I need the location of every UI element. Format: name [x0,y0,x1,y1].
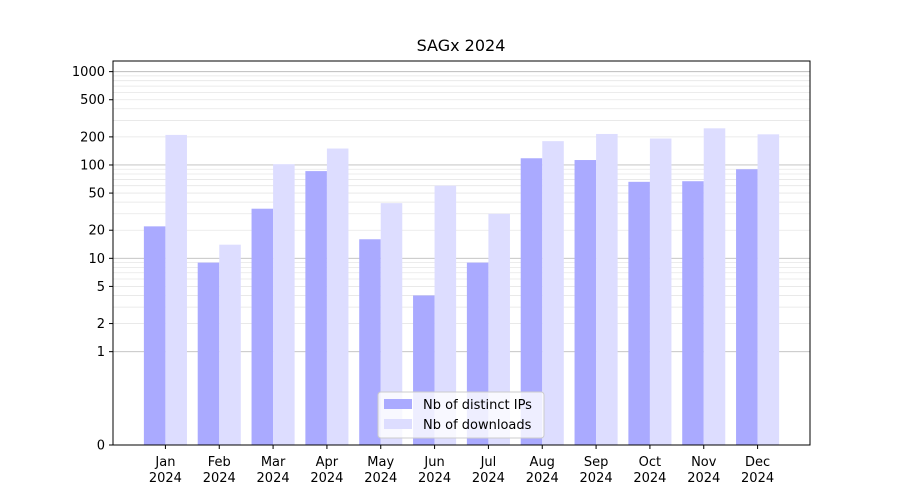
x-tick-label: Jan 2024 [149,455,182,486]
bar-distinct-ips [197,262,220,445]
y-tick-label: 50 [88,187,105,202]
legend: Nb of distinct IPs Nb of downloads [377,391,545,439]
bar-downloads [273,164,295,445]
legend-box [377,391,545,439]
plot-frame [112,60,811,446]
x-axis: Jan 2024 Feb 2024 Mar 2024 Apr 2024 May 2024 Jun 20… [149,445,774,486]
bar-distinct-ips [359,239,381,445]
x-tick-label: Mar 2024 [257,455,290,486]
bar-downloads [542,141,564,445]
x-tick-label: Feb 2024 [203,455,236,486]
legend-label: Nb of downloads [423,418,532,433]
y-tick-label: 0 [97,439,105,454]
bar-downloads [703,128,726,445]
legend-label: Nb of distinct IPs [423,398,532,413]
y-tick-label: 2 [97,317,105,332]
x-tick-label: Apr 2024 [310,455,343,486]
bar-downloads [488,213,510,445]
bar-distinct-ips [574,160,597,446]
y-tick-label: 20 [88,224,105,239]
legend-swatch [384,399,412,409]
y-tick-label: 500 [80,93,105,108]
bar-downloads [434,185,457,445]
x-tick-label: Sep 2024 [580,455,613,486]
y-tick-label: 10 [88,252,105,267]
bar-distinct-ips [305,171,327,445]
x-tick-label: Dec 2024 [741,455,774,486]
bar-downloads [757,134,780,445]
x-tick-label: Jun 2024 [418,455,451,486]
y-tick-label: 200 [80,130,105,145]
y-tick-label: 100 [80,158,105,173]
legend-swatch [384,419,412,429]
bar-distinct-ips [143,226,166,445]
x-tick-label: May 2024 [364,455,397,486]
chart-title: SAGx 2024 [417,36,506,55]
x-tick-label: Jul 2024 [472,455,505,486]
x-tick-label: Aug 2024 [526,455,559,486]
bar-distinct-ips [251,208,274,445]
x-tick-label: Nov 2024 [687,455,720,486]
y-tick-label: 1 [97,345,105,360]
bar-downloads [596,133,618,445]
bar-downloads [380,203,403,445]
bar-distinct-ips [682,181,704,446]
bar-downloads [165,134,187,445]
y-axis: 0 1 2 5 10 20 50 100 200 500 1000 [72,65,113,454]
y-tick-label: 1000 [72,65,105,80]
y-tick-label: 5 [97,280,105,295]
bar-distinct-ips [736,169,758,446]
x-tick-label: Oct 2024 [633,455,666,486]
bar-distinct-ips [628,181,650,445]
bar-downloads [326,148,349,445]
bar-downloads [649,138,672,445]
bar-distinct-ips [520,158,543,445]
bar-downloads [219,244,241,445]
